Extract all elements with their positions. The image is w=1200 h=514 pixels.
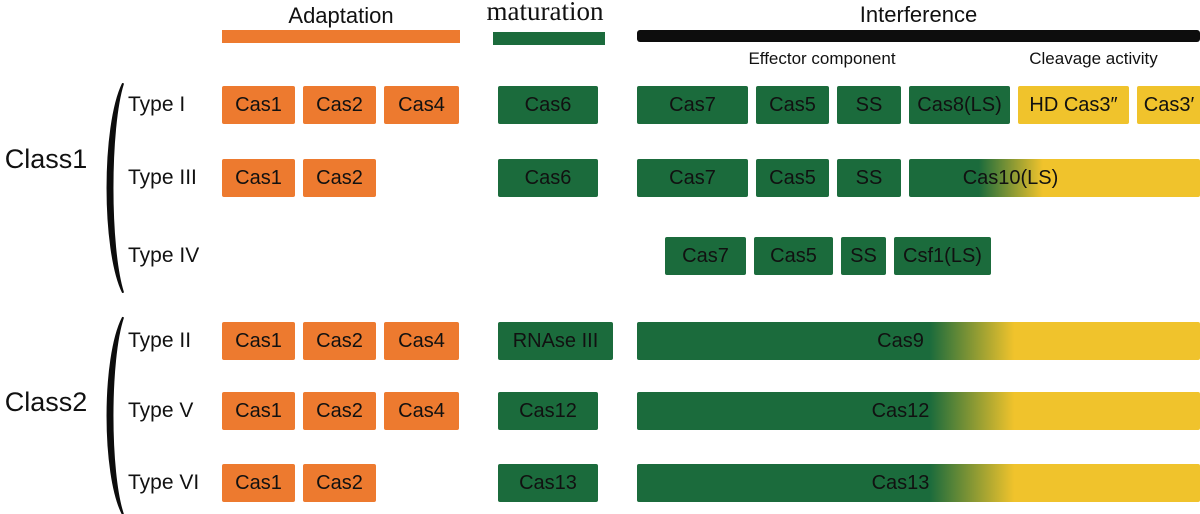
gene-box-cas5: Cas5 [754,237,833,275]
gene-box-cas13-gradient: Cas13 [637,464,1200,502]
type-v-adaptation-genes: Cas1 Cas2 Cas4 [222,392,459,430]
gene-box-cas1: Cas1 [222,464,295,502]
type-vi-adaptation-genes: Cas1 Cas2 [222,464,376,502]
row-type-v: Type V Cas1 Cas2 Cas4 Cas12 Cas12 [0,392,1200,430]
class2-label: Class2 [4,387,88,417]
gene-box-rnase-iii: RNAse III [498,322,613,360]
gene-box-hd-cas3pp: HD Cas3″ [1018,86,1129,124]
type-ii-adaptation-genes: Cas1 Cas2 Cas4 [222,322,459,360]
gene-box-cas4: Cas4 [384,86,459,124]
gene-box-cas1: Cas1 [222,159,295,197]
gene-box-cas5: Cas5 [756,86,829,124]
header-maturation: maturation [486,0,604,26]
adaptation-bar [222,30,460,43]
type-iii-adaptation-genes: Cas1 Cas2 [222,159,376,197]
header-adaptation: Adaptation [288,3,394,28]
gene-box-cas4: Cas4 [384,392,459,430]
class1-label: Class1 [4,144,88,174]
row-type-i: Type I Cas1 Cas2 Cas4 Cas6 Cas7 Cas5 SS … [0,86,1200,124]
gene-box-cas5: Cas5 [756,159,829,197]
gene-box-cas2: Cas2 [303,464,376,502]
gene-box-cas13: Cas13 [498,464,598,502]
gene-box-cas1: Cas1 [222,322,295,360]
row-type-vi: Type VI Cas1 Cas2 Cas13 Cas13 [0,464,1200,502]
gene-box-cas6: Cas6 [498,86,598,124]
row-type-iv: Type IV Cas7 Cas5 SS Csf1(LS) [0,237,1200,275]
gene-box-cas2: Cas2 [303,86,376,124]
gene-box-ss: SS [837,86,901,124]
gene-box-cas7: Cas7 [665,237,746,275]
gene-box-cas2: Cas2 [303,322,376,360]
interference-bar [637,30,1200,42]
type-v-label: Type V [128,399,194,422]
type-ii-label: Type II [128,329,192,352]
type-iv-interference-genes: Cas7 Cas5 SS Csf1(LS) [665,237,991,275]
type-i-adaptation-genes: Cas1 Cas2 Cas4 [222,86,459,124]
gene-box-cas1: Cas1 [222,392,295,430]
type-ii-maturation-genes: RNAse III [498,322,613,360]
class1-bracket [106,83,124,293]
type-iii-interference-genes: Cas7 Cas5 SS Cas10(LS) [637,159,1200,197]
gene-box-cas3p: Cas3′ [1137,86,1200,124]
row-type-iii: Type III Cas1 Cas2 Cas6 Cas7 Cas5 SS Cas… [0,159,1200,197]
gene-box-cas7: Cas7 [637,159,748,197]
gene-box-cas6: Cas6 [498,159,598,197]
type-i-label: Type I [128,93,186,116]
gene-box-cas4: Cas4 [384,322,459,360]
gene-box-cas10ls-gradient: Cas10(LS) [909,159,1200,197]
type-i-interference-genes: Cas7 Cas5 SS Cas8(LS) HD Cas3″ Cas3′ [637,86,1200,124]
gene-box-cas2: Cas2 [303,159,376,197]
type-iii-label: Type III [128,166,197,189]
row-type-ii: Type II Cas1 Cas2 Cas4 RNAse III Cas9 [0,322,1200,360]
gene-box-cas9-gradient: Cas9 [637,322,1200,360]
gene-box-ss: SS [837,159,901,197]
type-iv-label: Type IV [128,244,200,267]
maturation-bar [493,32,605,45]
gene-box-cas12: Cas12 [498,392,598,430]
type-iii-maturation-genes: Cas6 [498,159,598,197]
type-vi-interference-genes: Cas13 [637,464,1200,502]
gene-box-cas12-gradient: Cas12 [637,392,1200,430]
gene-box-ss: SS [841,237,886,275]
gene-box-cas1: Cas1 [222,86,295,124]
type-vi-maturation-genes: Cas13 [498,464,598,502]
type-i-maturation-genes: Cas6 [498,86,598,124]
gene-box-cas7: Cas7 [637,86,748,124]
class2-bracket [106,316,124,514]
subheader-cleavage-activity: Cleavage activity [1029,49,1158,68]
gene-box-cas2: Cas2 [303,392,376,430]
type-v-interference-genes: Cas12 [637,392,1200,430]
gene-box-csf1ls: Csf1(LS) [894,237,991,275]
type-v-maturation-genes: Cas12 [498,392,598,430]
gene-box-cas8ls: Cas8(LS) [909,86,1010,124]
type-vi-label: Type VI [128,471,200,494]
subheader-effector-component: Effector component [748,49,896,68]
type-ii-interference-genes: Cas9 [637,322,1200,360]
header-interference: Interference [859,2,978,27]
